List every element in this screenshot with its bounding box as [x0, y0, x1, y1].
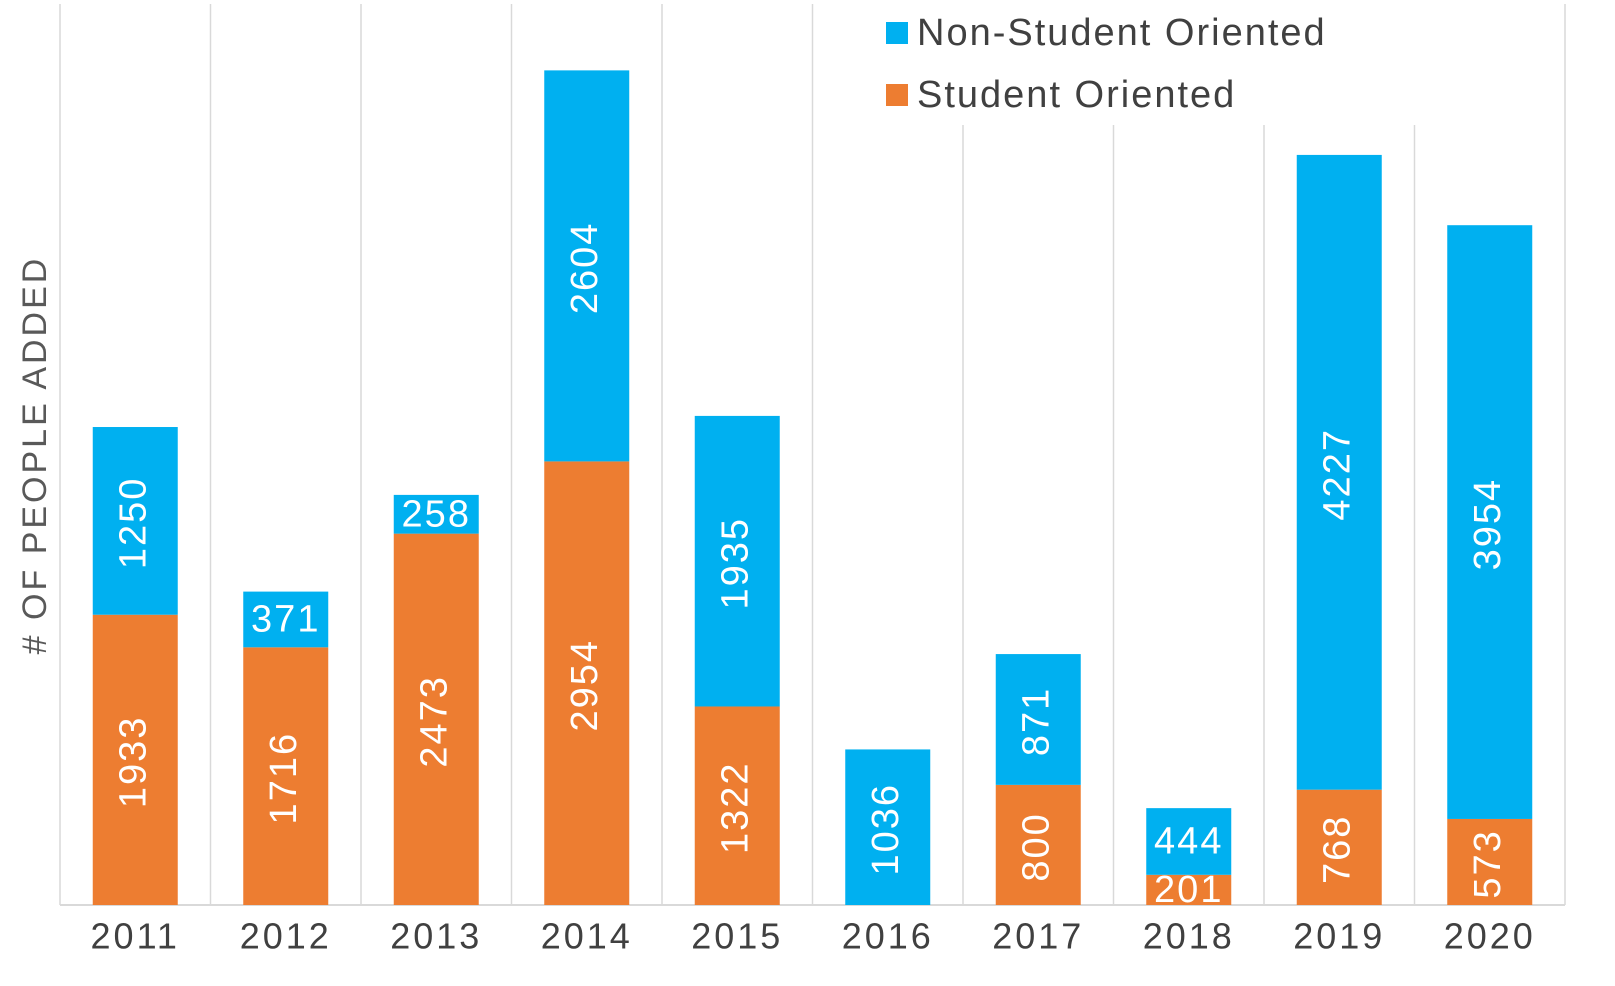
- legend-background: [865, 0, 1425, 125]
- x-tick-label: 2020: [1444, 916, 1536, 957]
- bar-segment: [694, 415, 780, 707]
- bar-segment: [694, 706, 780, 905]
- x-tick-label: 2019: [1293, 916, 1385, 957]
- x-tick-label: 2013: [390, 916, 482, 957]
- data-label: 800: [1015, 812, 1057, 881]
- data-label: 768: [1316, 815, 1358, 884]
- legend-swatch: [886, 22, 908, 44]
- data-label: 573: [1467, 829, 1509, 898]
- data-label: 3954: [1467, 478, 1509, 571]
- bar-segment: [1447, 225, 1533, 819]
- legend-label: Non-Student Oriented: [917, 12, 1327, 54]
- data-label: 1036: [865, 783, 907, 876]
- data-label: 201: [1154, 869, 1223, 911]
- x-tick-label: 2015: [691, 916, 783, 957]
- bar-segment: [1296, 154, 1382, 790]
- data-label: 2473: [413, 675, 455, 768]
- bar-segment: [1146, 808, 1232, 875]
- x-tick-label: 2018: [1143, 916, 1235, 957]
- bar-segment: [995, 784, 1081, 905]
- bar-segment: [92, 614, 178, 905]
- bar-segment: [92, 427, 178, 615]
- x-tick-label: 2011: [91, 916, 180, 957]
- bar-segment: [544, 70, 630, 462]
- bar-segment: [995, 654, 1081, 785]
- data-label: 371: [251, 598, 320, 640]
- data-label: 1716: [263, 732, 305, 825]
- data-label: 1322: [714, 761, 756, 854]
- bar-segment: [1447, 818, 1533, 905]
- data-label: 2604: [564, 222, 606, 315]
- legend-swatch: [886, 84, 908, 106]
- data-label: 4227: [1316, 428, 1358, 521]
- x-tick-label: 2014: [541, 916, 633, 957]
- legend-label: Student Oriented: [917, 74, 1236, 116]
- data-label: 2954: [564, 639, 606, 732]
- bar-segment: [243, 591, 329, 648]
- data-label: 444: [1154, 821, 1223, 863]
- bar-segment: [1146, 874, 1232, 905]
- x-tick-label: 2017: [992, 916, 1084, 957]
- bar-segment: [393, 494, 479, 534]
- data-label: 871: [1015, 687, 1057, 756]
- x-tick-label: 2012: [240, 916, 332, 957]
- bar-segment: [393, 533, 479, 905]
- bar-segment: [243, 647, 329, 905]
- bar-segment: [544, 461, 630, 905]
- bar-segment: [845, 749, 931, 905]
- bar-segment: [1296, 789, 1382, 905]
- data-label: 1935: [714, 517, 756, 610]
- x-tick-label: 2016: [842, 916, 934, 957]
- data-label: 1250: [112, 477, 154, 570]
- data-label: 258: [402, 493, 471, 535]
- data-label: 1933: [112, 716, 154, 809]
- y-axis-label: # OF PEOPLE ADDED: [16, 256, 54, 655]
